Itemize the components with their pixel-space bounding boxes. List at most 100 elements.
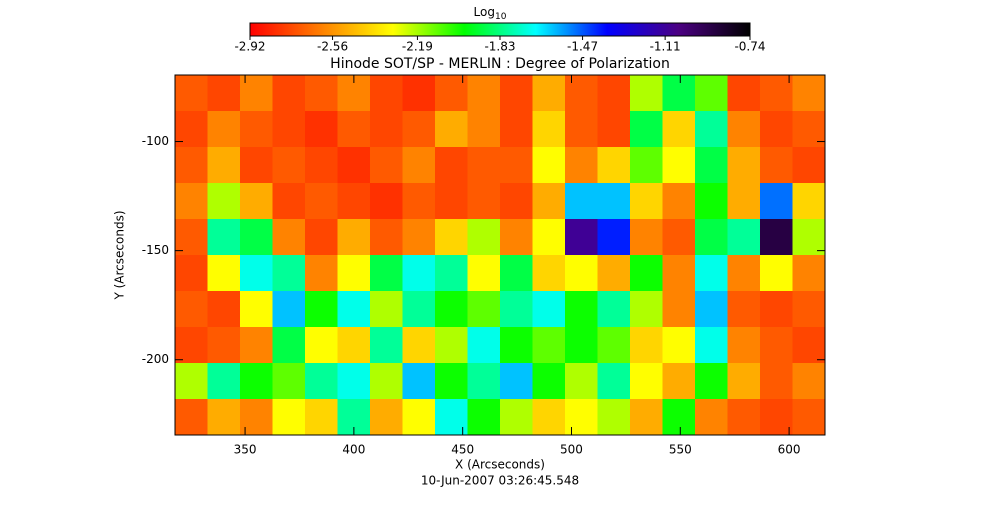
heatmap-cell [337, 111, 371, 148]
heatmap-cell [695, 219, 728, 256]
heatmap-cell [402, 363, 436, 400]
heatmap-cell [662, 75, 696, 112]
heatmap-cell [565, 291, 598, 328]
heatmap-cell [565, 255, 598, 292]
heatmap-cell [305, 327, 338, 364]
heatmap-cell [727, 147, 761, 184]
heatmap-cell [207, 327, 241, 364]
heatmap-cell [630, 327, 663, 364]
heatmap-cell [337, 327, 371, 364]
heatmap-cell [695, 255, 728, 292]
heatmap-cell [695, 327, 728, 364]
heatmap-cell [597, 75, 631, 112]
heatmap-cell [630, 219, 663, 256]
heatmap-cell [402, 219, 436, 256]
heatmap-cell [207, 183, 241, 220]
heatmap-cell [175, 327, 208, 364]
heatmap-cell [792, 291, 826, 328]
heatmap-cell [207, 75, 241, 112]
heatmap-cell [695, 111, 728, 148]
heatmap-cell [760, 363, 793, 400]
colorbar-tick-label: -2.56 [317, 40, 348, 54]
heatmap-cell [175, 291, 208, 328]
heatmap-cell [532, 255, 566, 292]
heatmap-cell [727, 255, 761, 292]
heatmap-cell [402, 255, 436, 292]
heatmap-cell [662, 363, 696, 400]
heatmap-cell [727, 183, 761, 220]
y-tick-label: -150 [142, 243, 169, 257]
heatmap-cell [402, 327, 436, 364]
heatmap-cell [240, 363, 273, 400]
heatmap-cell [597, 219, 631, 256]
heatmap-cell [532, 219, 566, 256]
heatmap-cell [500, 291, 533, 328]
heatmap-cell [467, 255, 501, 292]
heatmap-cell [500, 183, 533, 220]
heatmap-cell [435, 363, 468, 400]
heatmap-cell [727, 111, 761, 148]
heatmap-cell [402, 291, 436, 328]
heatmap-cell [467, 363, 501, 400]
y-tick-label: -100 [142, 134, 169, 148]
heatmap-cell [727, 363, 761, 400]
x-tick-label: 600 [778, 443, 801, 457]
heatmap-cell [435, 219, 468, 256]
heatmap-cell [630, 255, 663, 292]
heatmap-cell [565, 75, 598, 112]
heatmap-cell [630, 147, 663, 184]
heatmap-cell [272, 327, 306, 364]
colorbar-label-sub: 10 [495, 12, 507, 22]
heatmap-cell [792, 183, 826, 220]
heatmap-cell [695, 75, 728, 112]
heatmap-cell [467, 111, 501, 148]
heatmap-cell [337, 219, 371, 256]
heatmap-cell [500, 363, 533, 400]
heatmap-cell [727, 219, 761, 256]
heatmap-cell [500, 75, 533, 112]
heatmap-cell [662, 219, 696, 256]
heatmap-cell [272, 255, 306, 292]
heatmap-cell [175, 255, 208, 292]
heatmap-cell [792, 219, 826, 256]
heatmap-cell [337, 291, 371, 328]
heatmap-cell [435, 291, 468, 328]
heatmap-cell [630, 399, 663, 436]
heatmap-cell [370, 291, 403, 328]
heatmap-cell [532, 363, 566, 400]
heatmap-cell [760, 291, 793, 328]
heatmap-cell [727, 291, 761, 328]
heatmap-cell [792, 75, 826, 112]
heatmap-cell [792, 147, 826, 184]
heatmap-cell [305, 399, 338, 436]
heatmap-cell [792, 255, 826, 292]
heatmap-cell [175, 399, 208, 436]
heatmap-cell [337, 183, 371, 220]
heatmap-cell [500, 327, 533, 364]
heatmap-cell [662, 183, 696, 220]
heatmap-cell [662, 111, 696, 148]
heatmap-cell [500, 111, 533, 148]
heatmap-cell [565, 183, 598, 220]
heatmap-cell [532, 147, 566, 184]
heatmap-cell [370, 399, 403, 436]
heatmap-cell [175, 147, 208, 184]
heatmap-cell [175, 75, 208, 112]
heatmap-cell [467, 399, 501, 436]
heatmap-cell [630, 363, 663, 400]
heatmap-cell [240, 327, 273, 364]
chart-title: Hinode SOT/SP - MERLIN : Degree of Polar… [330, 56, 670, 72]
heatmap-cell [370, 363, 403, 400]
heatmap-cell [402, 399, 436, 436]
heatmap-cell [435, 111, 468, 148]
colorbar-tick-label: -2.92 [234, 40, 265, 54]
heatmap-cell [240, 219, 273, 256]
x-tick-label: 500 [560, 443, 583, 457]
heatmap-cell [597, 399, 631, 436]
heatmap-cell [792, 327, 826, 364]
heatmap-cell [792, 363, 826, 400]
heatmap-cell [240, 291, 273, 328]
heatmap-cell [760, 75, 793, 112]
heatmap-cell [207, 399, 241, 436]
heatmap-cell [760, 111, 793, 148]
